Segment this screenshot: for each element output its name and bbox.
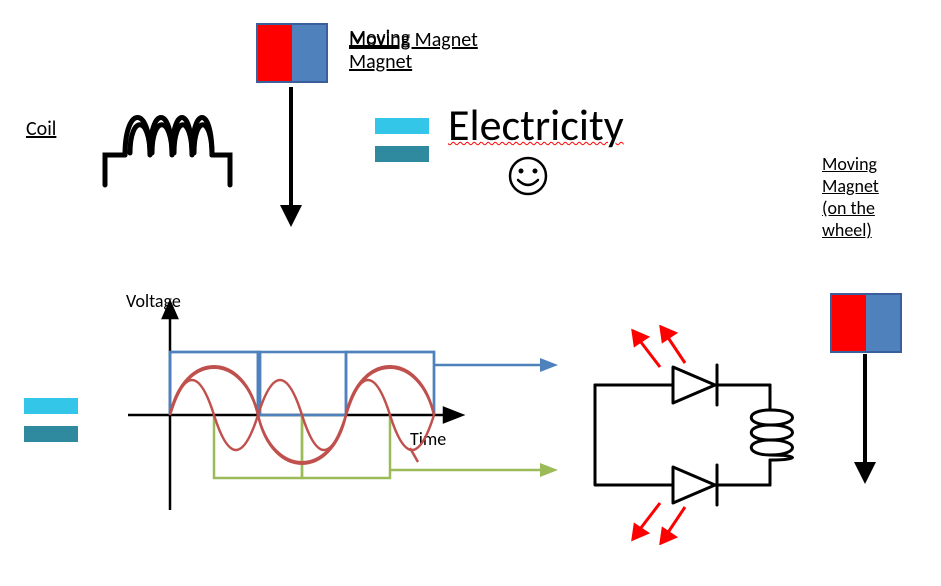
equals-bar [24, 398, 78, 414]
equals-bar [375, 146, 429, 162]
moving-magnet-label-block: Moving Magnet [349, 26, 412, 74]
coil-sketch [100, 85, 240, 200]
magnet-red-half [258, 25, 292, 81]
voltage-time-graph [110, 300, 570, 530]
rectifier-led-circuit [565, 325, 835, 545]
magnet-top [256, 23, 328, 83]
magnet-right [830, 293, 902, 353]
moving-magnet-wheel-label: Moving Magnet (on the wheel) [822, 153, 879, 241]
wheel-l4: wheel) [822, 219, 879, 241]
magnet-blue-half [292, 25, 326, 81]
smiley-icon [506, 154, 550, 198]
magnet-red-half [832, 295, 866, 351]
wheel-l1: Moving [822, 153, 879, 175]
electricity-label: Electricity [448, 98, 624, 152]
down-arrow-right [850, 354, 880, 484]
equals-sign-top [375, 118, 429, 162]
magnet-blue-half [866, 295, 900, 351]
equals-sign-bottom [24, 398, 78, 442]
wheel-l2: Magnet [822, 175, 879, 197]
down-arrow-top [276, 87, 306, 227]
mm-l2: Magnet [349, 50, 412, 74]
equals-bar [375, 118, 429, 134]
coil-label: Coil [26, 117, 56, 141]
wheel-l3: (on the [822, 197, 879, 219]
mm-l1: Moving [349, 26, 412, 50]
equals-bar [24, 426, 78, 442]
